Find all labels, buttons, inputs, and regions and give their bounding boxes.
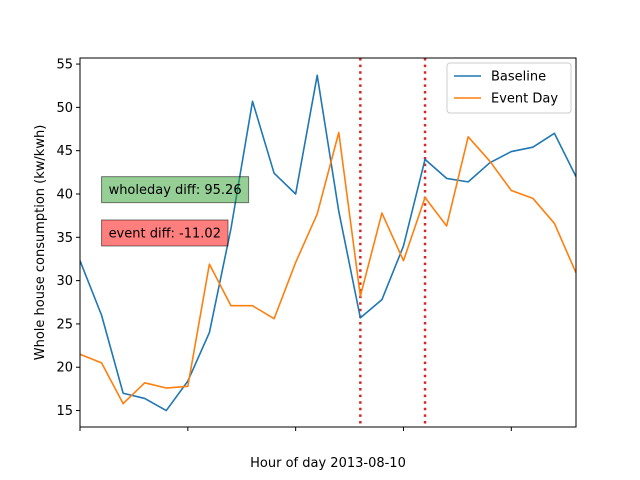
legend-label: Event Day [491,92,558,107]
y-tick-label: 40 [56,187,73,202]
annotations: wholeday diff: 95.26 event diff: -11.02 [101,176,250,247]
annotation-text: event diff: -11.02 [109,226,221,241]
y-tick-label: 25 [56,317,73,332]
annotation-1: event diff: -11.02 [101,219,229,247]
annotation-box [101,219,229,247]
axes: 15 20 25 30 35 40 45 50 55 Hour of day 2013-08-10… [33,57,577,471]
y-axis-label: Whole house consumption (kw/kwh) [33,125,48,361]
annotation-box [101,176,250,204]
y-tick-label: 20 [56,361,73,376]
y-tick-label: 50 [56,101,73,116]
y-tick-label: 15 [56,404,73,419]
y-tick-label: 45 [56,144,73,159]
y-tick-label: 30 [56,274,73,289]
plot-frame [79,57,577,428]
series-lines [80,74,576,412]
y-tick-label: 35 [56,231,73,246]
y-tick-label: 55 [56,58,73,73]
legend-entry-baseline: Baseline [454,70,546,85]
legend: Baseline Event Day [446,62,572,114]
event-window-lines [359,58,427,427]
series-line-baseline [80,74,576,412]
annotation-text: wholeday diff: 95.26 [109,183,242,198]
annotation-0: wholeday diff: 95.26 [101,176,250,204]
x-axis-label: Hour of day 2013-08-10 [250,456,406,471]
legend-label: Baseline [491,70,546,85]
legend-entry-event-day: Event Day [454,92,558,107]
series-line-event-day [80,131,576,405]
